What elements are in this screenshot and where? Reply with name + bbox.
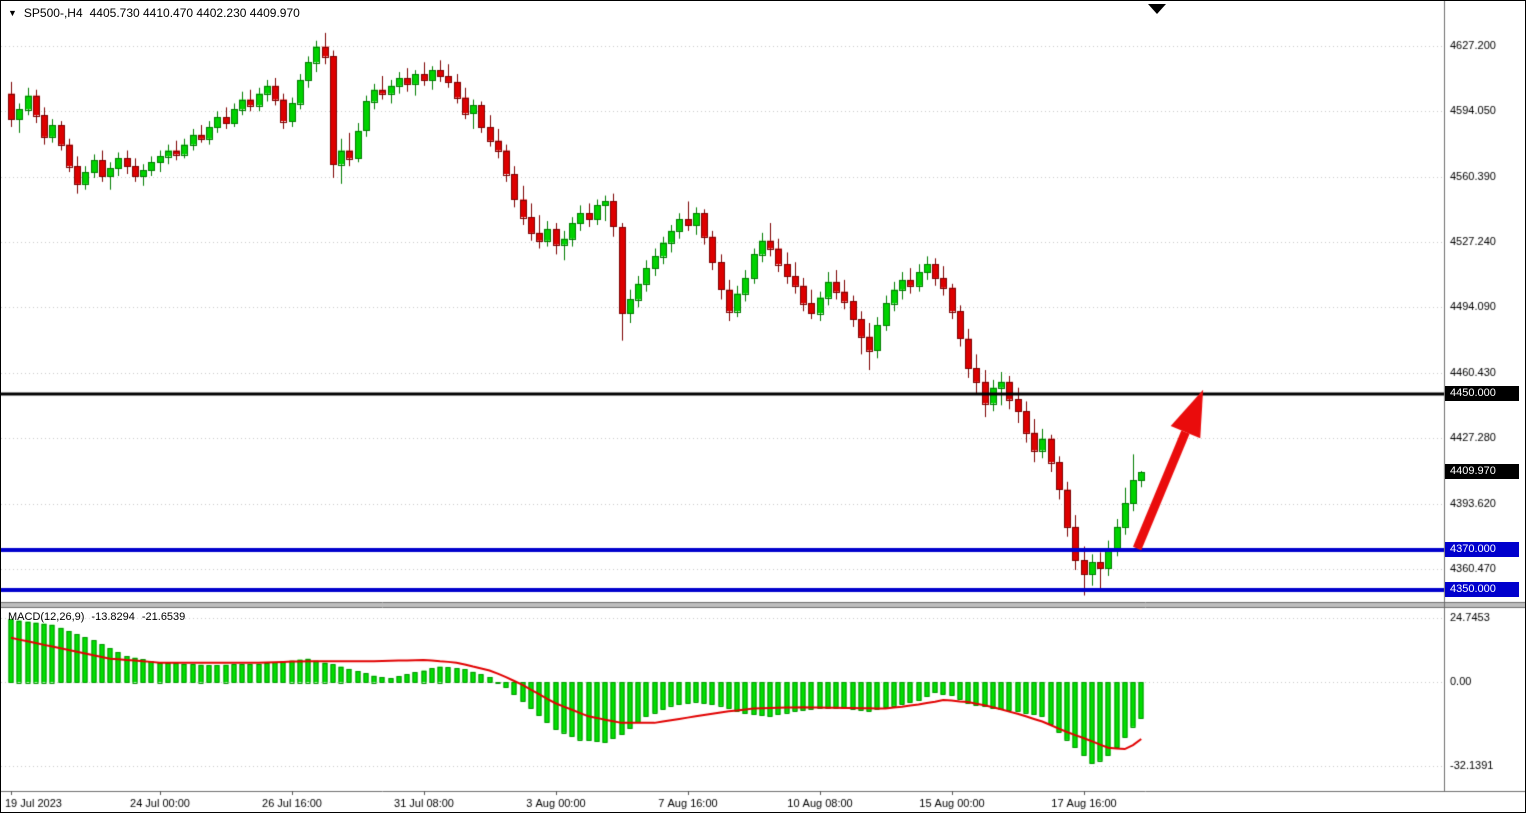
ohlc-readout: 4405.730 4410.470 4402.230 4409.970 (89, 6, 300, 20)
symbol-dropdown-icon[interactable]: ▼ (8, 7, 17, 18)
current-price-tag: 4409.970 (1445, 464, 1519, 479)
symbol-timeframe-label: SP500-,H4 (23, 6, 83, 20)
price-tag-level-4350: 4350.000 (1445, 582, 1519, 597)
price-tag-level-4450: 4450.000 (1445, 386, 1519, 401)
chart-shift-marker-icon[interactable] (1148, 4, 1166, 14)
macd-name: MACD(12,26,9) (8, 611, 85, 623)
macd-signal-value: -21.6539 (141, 611, 186, 623)
price-tag-level-4370: 4370.000 (1445, 542, 1519, 557)
macd-indicator-label: MACD(12,26,9) -13.8294 -21.6539 (8, 611, 185, 623)
chart-title-overlay: ▼ SP500-,H4 4405.730 4410.470 4402.230 4… (8, 6, 300, 20)
macd-main-value: -13.8294 (91, 611, 135, 623)
